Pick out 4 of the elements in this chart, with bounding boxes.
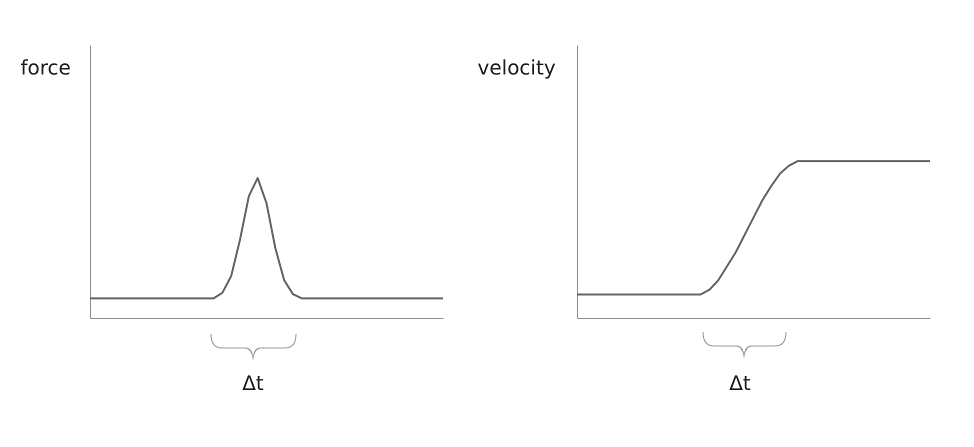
text: Δt [729, 371, 751, 395]
y-axis-title: velocity [478, 56, 556, 80]
y-axis-title: force [20, 56, 71, 80]
text: Δt [242, 371, 264, 395]
